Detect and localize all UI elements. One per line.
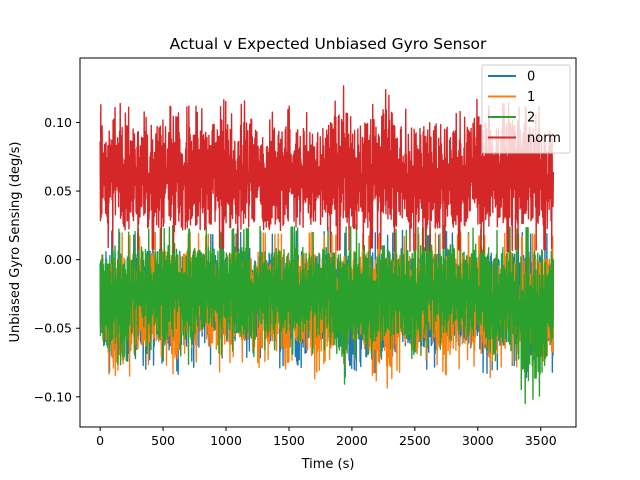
legend: 0 1 2 norm bbox=[481, 64, 571, 154]
plot-area bbox=[99, 85, 555, 405]
x-tick-label: 3500 bbox=[525, 433, 557, 448]
x-tick-label: 0 bbox=[96, 433, 104, 448]
x-tick-label: 1000 bbox=[210, 433, 242, 448]
chart-title: Actual v Expected Unbiased Gyro Sensor bbox=[170, 35, 487, 53]
x-tick-label: 2500 bbox=[399, 433, 431, 448]
legend-label-2: 2 bbox=[527, 111, 535, 126]
x-axis: 0 500 1000 1500 2000 2500 3000 3500 bbox=[96, 427, 557, 448]
x-tick-label: 500 bbox=[151, 433, 175, 448]
y-tick-label: −0.05 bbox=[34, 321, 72, 336]
series-layer bbox=[99, 85, 555, 405]
x-tick-label: 1500 bbox=[273, 433, 305, 448]
x-tick-label: 2000 bbox=[336, 433, 368, 448]
series-line-2 bbox=[99, 223, 555, 405]
x-axis-label: Time (s) bbox=[301, 457, 355, 472]
y-tick-label: 0.05 bbox=[44, 184, 72, 199]
plot-frame bbox=[79, 57, 577, 428]
series-line-norm bbox=[99, 85, 555, 254]
legend-box bbox=[481, 64, 571, 154]
y-tick-label: −0.10 bbox=[34, 389, 72, 404]
legend-label-0: 0 bbox=[527, 70, 535, 85]
legend-label-norm: norm bbox=[527, 131, 561, 146]
x-tick-label: 3000 bbox=[462, 433, 494, 448]
legend-label-1: 1 bbox=[527, 90, 535, 105]
y-tick-label: 0.10 bbox=[44, 115, 72, 130]
y-tick-label: 0.00 bbox=[44, 252, 72, 267]
y-axis: −0.10 −0.05 0.00 0.05 0.10 bbox=[34, 115, 80, 404]
y-axis-label: Unbiased Gyro Sensing (deg/s) bbox=[8, 142, 23, 343]
